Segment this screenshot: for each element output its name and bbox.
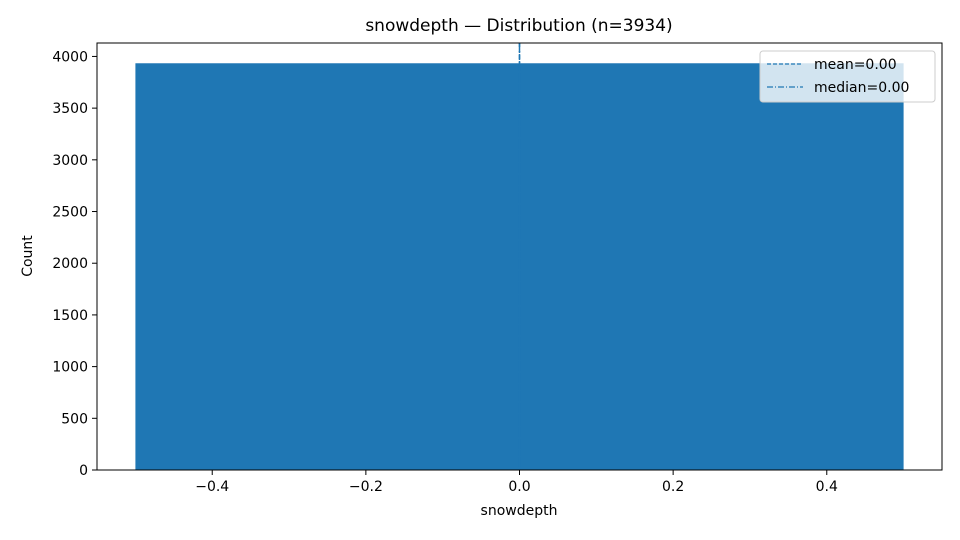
chart-title: snowdepth — Distribution (n=3934) [365,16,672,36]
x-tick-label: 0.2 [662,479,684,495]
x-axis-title: snowdepth [481,503,558,519]
y-tick-label: 2500 [52,205,88,221]
y-axis-ticks: 0 500 1000 1500 2000 2500 3000 3500 4000 [52,49,97,479]
x-tick-label: −0.2 [349,479,383,495]
y-tick-label: 1500 [52,308,88,324]
x-tick-label: 0.0 [508,479,530,495]
legend-box [759,50,936,103]
x-tick-label: 0.4 [816,479,838,495]
legend-mean-label: mean=0.00 [814,57,897,73]
y-tick-label: 0 [79,463,88,479]
y-tick-label: 1000 [52,360,88,376]
y-tick-label: 3500 [52,101,88,117]
y-tick-label: 500 [61,411,88,427]
legend-median-label: median=0.00 [814,80,909,96]
legend: mean=0.00 median=0.00 [759,50,936,103]
y-tick-label: 2000 [52,256,88,272]
y-tick-label: 3000 [52,153,88,169]
y-tick-label: 4000 [52,49,88,65]
y-axis-title: Count [20,235,36,277]
x-axis-ticks: −0.4 −0.2 0.0 0.2 0.4 [195,470,838,495]
x-tick-label: −0.4 [195,479,229,495]
